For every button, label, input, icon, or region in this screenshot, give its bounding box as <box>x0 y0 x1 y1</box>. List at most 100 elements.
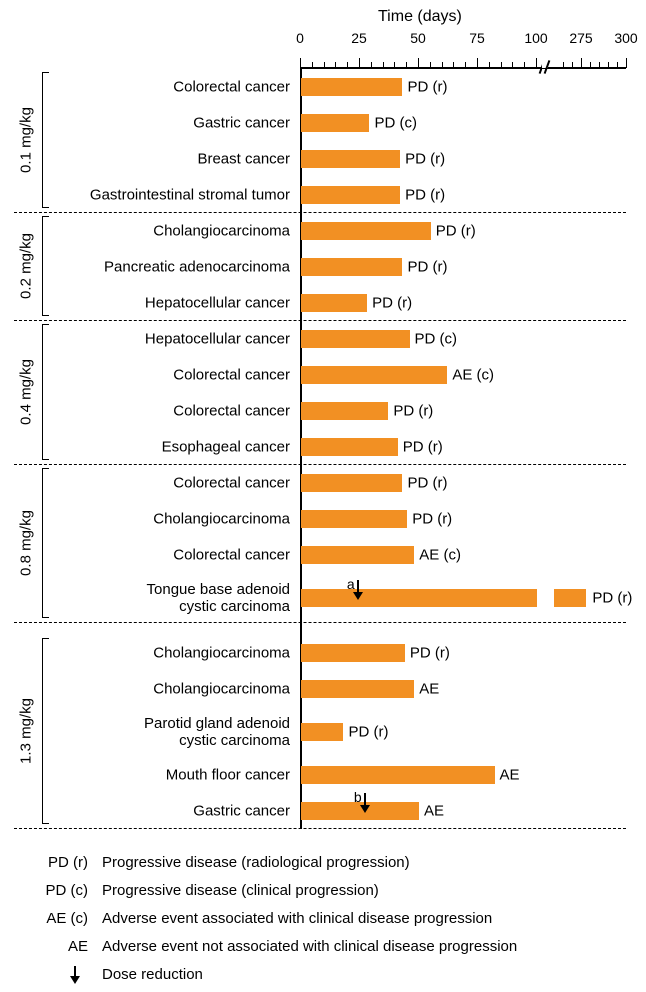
x-axis: 0255075100275300 <box>300 30 626 68</box>
swimmer-row: Hepatocellular cancerPD (c) <box>300 321 626 357</box>
row-label: Mouth floor cancer <box>166 766 300 783</box>
legend-row: Dose reduction <box>28 964 618 992</box>
swimmer-row: Gastrointestinal stromal tumorPD (r) <box>300 177 626 213</box>
tick-label: 300 <box>614 30 637 46</box>
row-label: Colorectal cancer <box>173 546 300 563</box>
end-label: PD (r) <box>403 439 443 456</box>
row-label: Breast cancer <box>197 150 300 167</box>
swimmer-row: Colorectal cancerAE (c) <box>300 357 626 393</box>
group-divider <box>14 320 626 321</box>
dose-group-label: 1.3 mg/kg <box>18 698 35 764</box>
swimmer-chart: Time (days) 0255075100275300 Colorectal … <box>0 0 646 972</box>
bar <box>301 186 400 204</box>
swimmer-row: Colorectal cancerPD (r) <box>300 393 626 429</box>
end-label: PD (r) <box>592 590 632 607</box>
group-divider <box>14 622 626 623</box>
bar-seg2 <box>554 589 586 607</box>
legend-text: Adverse event associated with clinical d… <box>102 910 492 927</box>
legend-key: AE (c) <box>28 910 88 927</box>
group-bracket <box>42 324 43 460</box>
row-label: Colorectal cancer <box>173 366 300 383</box>
end-label: PD (r) <box>407 475 447 492</box>
marker-letter: b <box>354 789 362 805</box>
tick-label: 50 <box>410 30 426 46</box>
group-divider <box>14 828 626 829</box>
legend-row: AEAdverse event not associated with clin… <box>28 936 618 964</box>
row-label: Cholangiocarcinoma <box>153 644 300 661</box>
legend-key: PD (r) <box>28 854 88 871</box>
legend-text: Adverse event not associated with clinic… <box>102 938 517 955</box>
bar <box>301 438 398 456</box>
row-label: Colorectal cancer <box>173 402 300 419</box>
legend-text: Dose reduction <box>102 966 203 983</box>
end-label: PD (r) <box>412 511 452 528</box>
row-label: Cholangiocarcinoma <box>153 222 300 239</box>
bar <box>301 644 405 662</box>
bar <box>301 546 414 564</box>
row-label: Gastrointestinal stromal tumor <box>90 186 300 203</box>
end-label: PD (r) <box>393 403 433 420</box>
end-label: AE (c) <box>452 367 494 384</box>
row-label: Hepatocellular cancer <box>145 294 300 311</box>
swimmer-row: CholangiocarcinomaAE <box>300 671 626 707</box>
end-label: AE <box>419 681 439 698</box>
swimmer-row: Colorectal cancerAE (c) <box>300 537 626 573</box>
group-divider <box>14 464 626 465</box>
group-bracket <box>42 468 43 618</box>
group-bracket <box>42 216 43 316</box>
dose-group-label: 0.2 mg/kg <box>18 233 35 299</box>
row-label: Colorectal cancer <box>173 78 300 95</box>
end-label: PD (r) <box>436 223 476 240</box>
dose-group-label: 0.4 mg/kg <box>18 359 35 425</box>
end-label: AE (c) <box>419 547 461 564</box>
end-label: PD (c) <box>415 331 458 348</box>
group-divider <box>14 212 626 213</box>
bar <box>301 589 537 607</box>
swimmer-row: Breast cancerPD (r) <box>300 141 626 177</box>
legend-row: PD (c) Progressive disease (clinical prog… <box>28 880 618 908</box>
bar <box>301 766 495 784</box>
swimmer-row: Gastric cancerAEb <box>300 793 626 829</box>
end-label: PD (r) <box>410 645 450 662</box>
bar <box>301 680 414 698</box>
bar <box>301 150 400 168</box>
row-label: Cholangiocarcinoma <box>153 680 300 697</box>
row-label: Esophageal cancer <box>162 438 300 455</box>
swimmer-row: Mouth floor cancerAE <box>300 757 626 793</box>
swimmer-row: Gastric cancerPD (c) <box>300 105 626 141</box>
swimmer-row: Colorectal cancerPD (r) <box>300 69 626 105</box>
legend-text: Progressive disease (clinical progressio… <box>102 882 379 899</box>
bar <box>301 330 410 348</box>
bar <box>301 474 402 492</box>
legend-key: PD (c) <box>28 882 88 899</box>
plot-area: Colorectal cancerPD (r)Gastric cancerPD … <box>300 68 626 828</box>
end-label: PD (r) <box>372 295 412 312</box>
swimmer-row: CholangiocarcinomaPD (r) <box>300 213 626 249</box>
row-label: Parotid gland adenoidcystic carcinoma <box>100 715 300 750</box>
end-label: PD (r) <box>407 259 447 276</box>
bar <box>301 258 402 276</box>
end-label: PD (r) <box>405 187 445 204</box>
end-label: AE <box>424 803 444 820</box>
group-bracket <box>42 72 43 208</box>
swimmer-row: Pancreatic adenocarcinomaPD (r) <box>300 249 626 285</box>
tick-label: 275 <box>569 30 592 46</box>
row-label: Cholangiocarcinoma <box>153 510 300 527</box>
row-label: Pancreatic adenocarcinoma <box>104 258 300 275</box>
row-label: Gastric cancer <box>193 114 300 131</box>
row-label: Gastric cancer <box>193 802 300 819</box>
x-axis-title: Time (days) <box>378 8 462 26</box>
legend-row: PD (r) Progressive disease (radiological … <box>28 852 618 880</box>
end-label: PD (c) <box>374 115 417 132</box>
end-label: AE <box>500 767 520 784</box>
bar <box>301 78 402 96</box>
bar <box>301 366 447 384</box>
bar <box>301 510 407 528</box>
end-label: PD (r) <box>405 151 445 168</box>
legend-text: Progressive disease (radiological progre… <box>102 854 410 871</box>
dose-group-label: 0.1 mg/kg <box>18 107 35 173</box>
group-bracket <box>42 638 43 824</box>
swimmer-row: Tongue base adenoidcystic carcinomaPD (r… <box>300 573 626 623</box>
marker-letter: a <box>347 576 355 592</box>
bar <box>301 222 431 240</box>
